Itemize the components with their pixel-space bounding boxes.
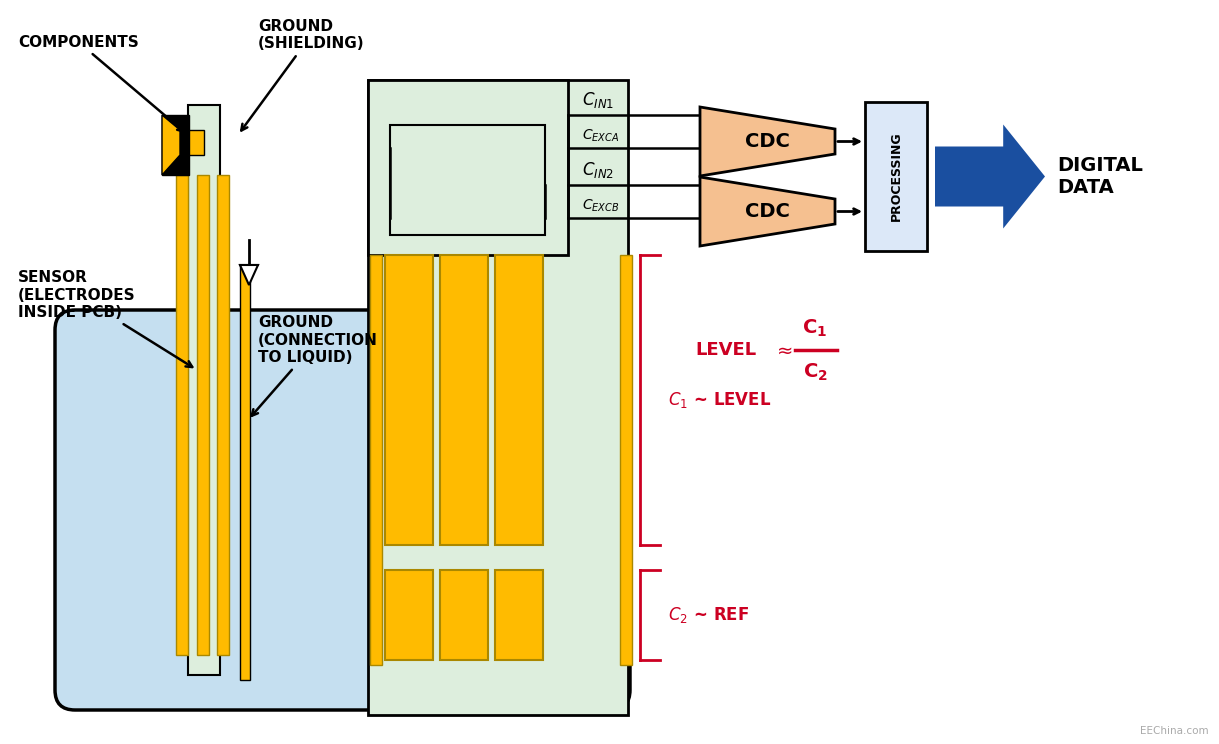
Text: EEChina.com: EEChina.com [1141,726,1209,736]
Bar [385,255,433,545]
Bar [197,175,208,655]
Bar [162,115,189,175]
Bar [371,255,382,665]
Bar [385,570,433,660]
Text: GROUND
(CONNECTION
TO LIQUID): GROUND (CONNECTION TO LIQUID) [251,315,378,416]
Text: $C_{IN2}$: $C_{IN2}$ [581,160,614,180]
Text: $\mathbf{C_2}$: $\mathbf{C_2}$ [802,362,828,382]
Polygon shape [189,130,204,155]
Text: $C_2$ ~ REF: $C_2$ ~ REF [668,605,750,625]
Polygon shape [935,124,1045,228]
Bar [440,570,488,660]
Bar [217,175,229,655]
Bar [495,255,542,545]
Polygon shape [700,107,835,176]
FancyBboxPatch shape [55,310,630,710]
Text: GROUND
(SHIELDING): GROUND (SHIELDING) [241,19,364,130]
Text: CDC: CDC [745,202,790,221]
Bar [240,265,250,680]
Bar [865,102,926,251]
Polygon shape [162,115,180,175]
Text: COMPONENTS: COMPONENTS [18,34,184,132]
Polygon shape [240,265,258,285]
Bar [440,255,488,545]
Text: CDC: CDC [745,132,790,151]
Bar [368,80,628,715]
Bar [176,175,188,655]
Text: SENSOR
(ELECTRODES
INSIDE PCB): SENSOR (ELECTRODES INSIDE PCB) [18,270,193,367]
Text: LEVEL: LEVEL [695,341,756,359]
Bar [188,105,219,675]
Text: $\mathbf{C_1}$: $\mathbf{C_1}$ [802,318,828,339]
Bar [390,125,545,235]
Text: $C_{EXCA}$: $C_{EXCA}$ [581,128,619,144]
Bar [620,255,631,665]
Polygon shape [700,177,835,246]
Text: $C_{IN1}$: $C_{IN1}$ [581,90,614,110]
Text: $C_{EXCB}$: $C_{EXCB}$ [581,198,619,214]
Text: $\approx$: $\approx$ [773,341,794,359]
Bar [495,570,542,660]
Text: DIGITAL
DATA: DIGITAL DATA [1057,156,1143,197]
Bar [368,80,568,255]
Text: $C_1$ ~ LEVEL: $C_1$ ~ LEVEL [668,390,772,410]
Text: PROCESSING: PROCESSING [890,132,902,221]
